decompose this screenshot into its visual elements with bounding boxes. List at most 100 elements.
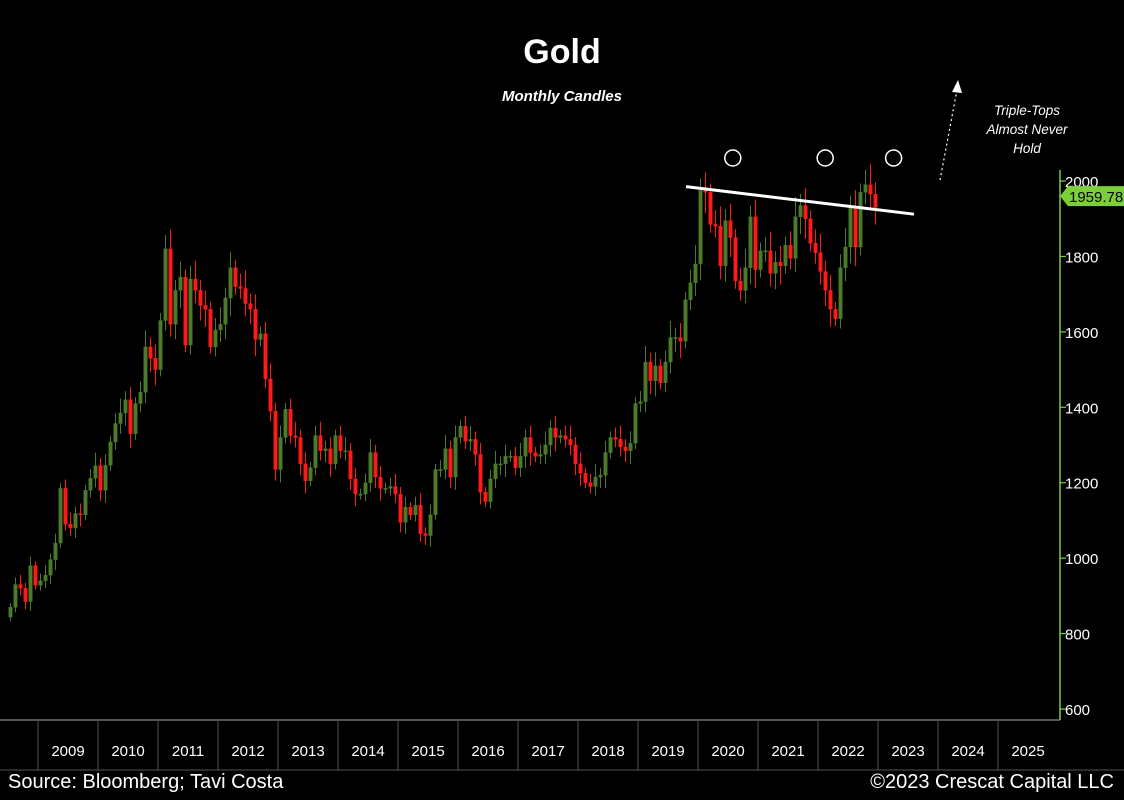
candle-down [248,303,253,310]
breakout-arrow [939,89,958,181]
candle-up [108,441,113,466]
candle-up [743,267,748,291]
candle-down [33,565,38,586]
candle-down [203,305,208,310]
x-tick-label: 2016 [471,743,504,760]
candle-up [48,559,53,576]
candle-down [378,476,383,489]
candle-up [593,476,598,487]
candle-down [853,207,858,248]
candle-up [798,205,803,218]
candle-down [553,427,558,438]
candle-up [383,488,388,490]
y-tick-label: 1000 [1065,551,1098,568]
last-price-label: 1959.78 [1069,189,1123,206]
candle-down [808,218,813,244]
x-tick-label: 2012 [231,743,264,760]
candle-up [843,246,848,268]
candle-up [598,474,603,478]
candle-down [713,224,718,227]
candle-down [268,378,273,412]
x-tick-label: 2009 [51,743,84,760]
candle-down [813,243,818,253]
candle-up [638,401,643,404]
x-tick-label: 2010 [111,743,144,760]
candle-down [533,452,538,457]
candle-down [353,478,358,495]
candle-up [83,490,88,515]
candle-down [473,439,478,455]
candle-up [368,452,373,483]
candle-up [413,505,418,515]
candle-down [703,190,708,193]
candle-up [38,580,43,586]
x-tick-label: 2018 [591,743,624,760]
candle-up [698,190,703,265]
candle-up [783,244,788,267]
candle-down [833,309,838,319]
x-tick-label: 2017 [531,743,564,760]
candle-up [58,488,63,544]
last-price-badge [1060,186,1124,207]
candle-down [198,290,203,306]
candle-up [333,435,338,465]
candle-up [793,216,798,259]
candle-down [583,473,588,483]
candle-up [428,514,433,536]
candle-up [523,437,528,457]
candle-down [373,452,378,478]
candle-up [388,486,393,489]
y-tick-label: 1200 [1065,476,1098,493]
candle-down [708,192,713,225]
candle-down [483,491,488,502]
chart-subtitle: Monthly Candles [502,88,622,105]
candle-down [788,244,793,259]
candle-up [138,392,143,404]
triple-top-marker [816,149,834,167]
annotations: Triple-Tops Almost Never Hold 1959.78 [685,80,1124,216]
candle-down [68,524,73,529]
x-tick-label: 2011 [172,743,204,760]
candle-down [578,463,583,474]
annotation-line: Hold [1013,141,1041,156]
chart-title: Gold [523,33,600,71]
candle-down [243,288,248,304]
candle-down [338,435,343,451]
candle-up [453,437,458,478]
candle-up [608,437,613,453]
triple-top-marker [884,149,903,167]
candle-up [313,435,318,468]
resistance-line [685,185,915,216]
candle-down [153,358,158,370]
triple-top-marker [724,149,742,167]
y-tick-label: 1600 [1065,325,1098,342]
candle-up [688,282,693,301]
candle-up [113,423,118,443]
candle-up [863,184,868,193]
candle-down [63,488,68,525]
candle-down [828,290,833,310]
candle-up [218,324,223,331]
candle-down [478,454,483,493]
x-tick-label: 2020 [711,743,744,760]
candle-down [328,448,333,465]
x-tick-label: 2025 [1011,743,1044,760]
candle-down [738,280,743,291]
candle-up [628,442,633,451]
candle-up [143,346,148,393]
candle-up [118,412,123,424]
candle-down [818,252,823,272]
candle-down [273,410,278,470]
arrow-head-icon [952,80,962,93]
candle-up [158,320,163,370]
candle-up [723,220,728,267]
candle-down [613,437,618,440]
candle-down [513,456,518,468]
candle-up [488,478,493,502]
annotation-text: Triple-Tops Almost Never Hold [985,103,1068,156]
x-tick-label: 2019 [651,743,684,760]
x-tick-label: 2015 [411,743,444,760]
candle-down [753,216,758,270]
candle-down [448,448,453,478]
candle-up [363,482,368,495]
